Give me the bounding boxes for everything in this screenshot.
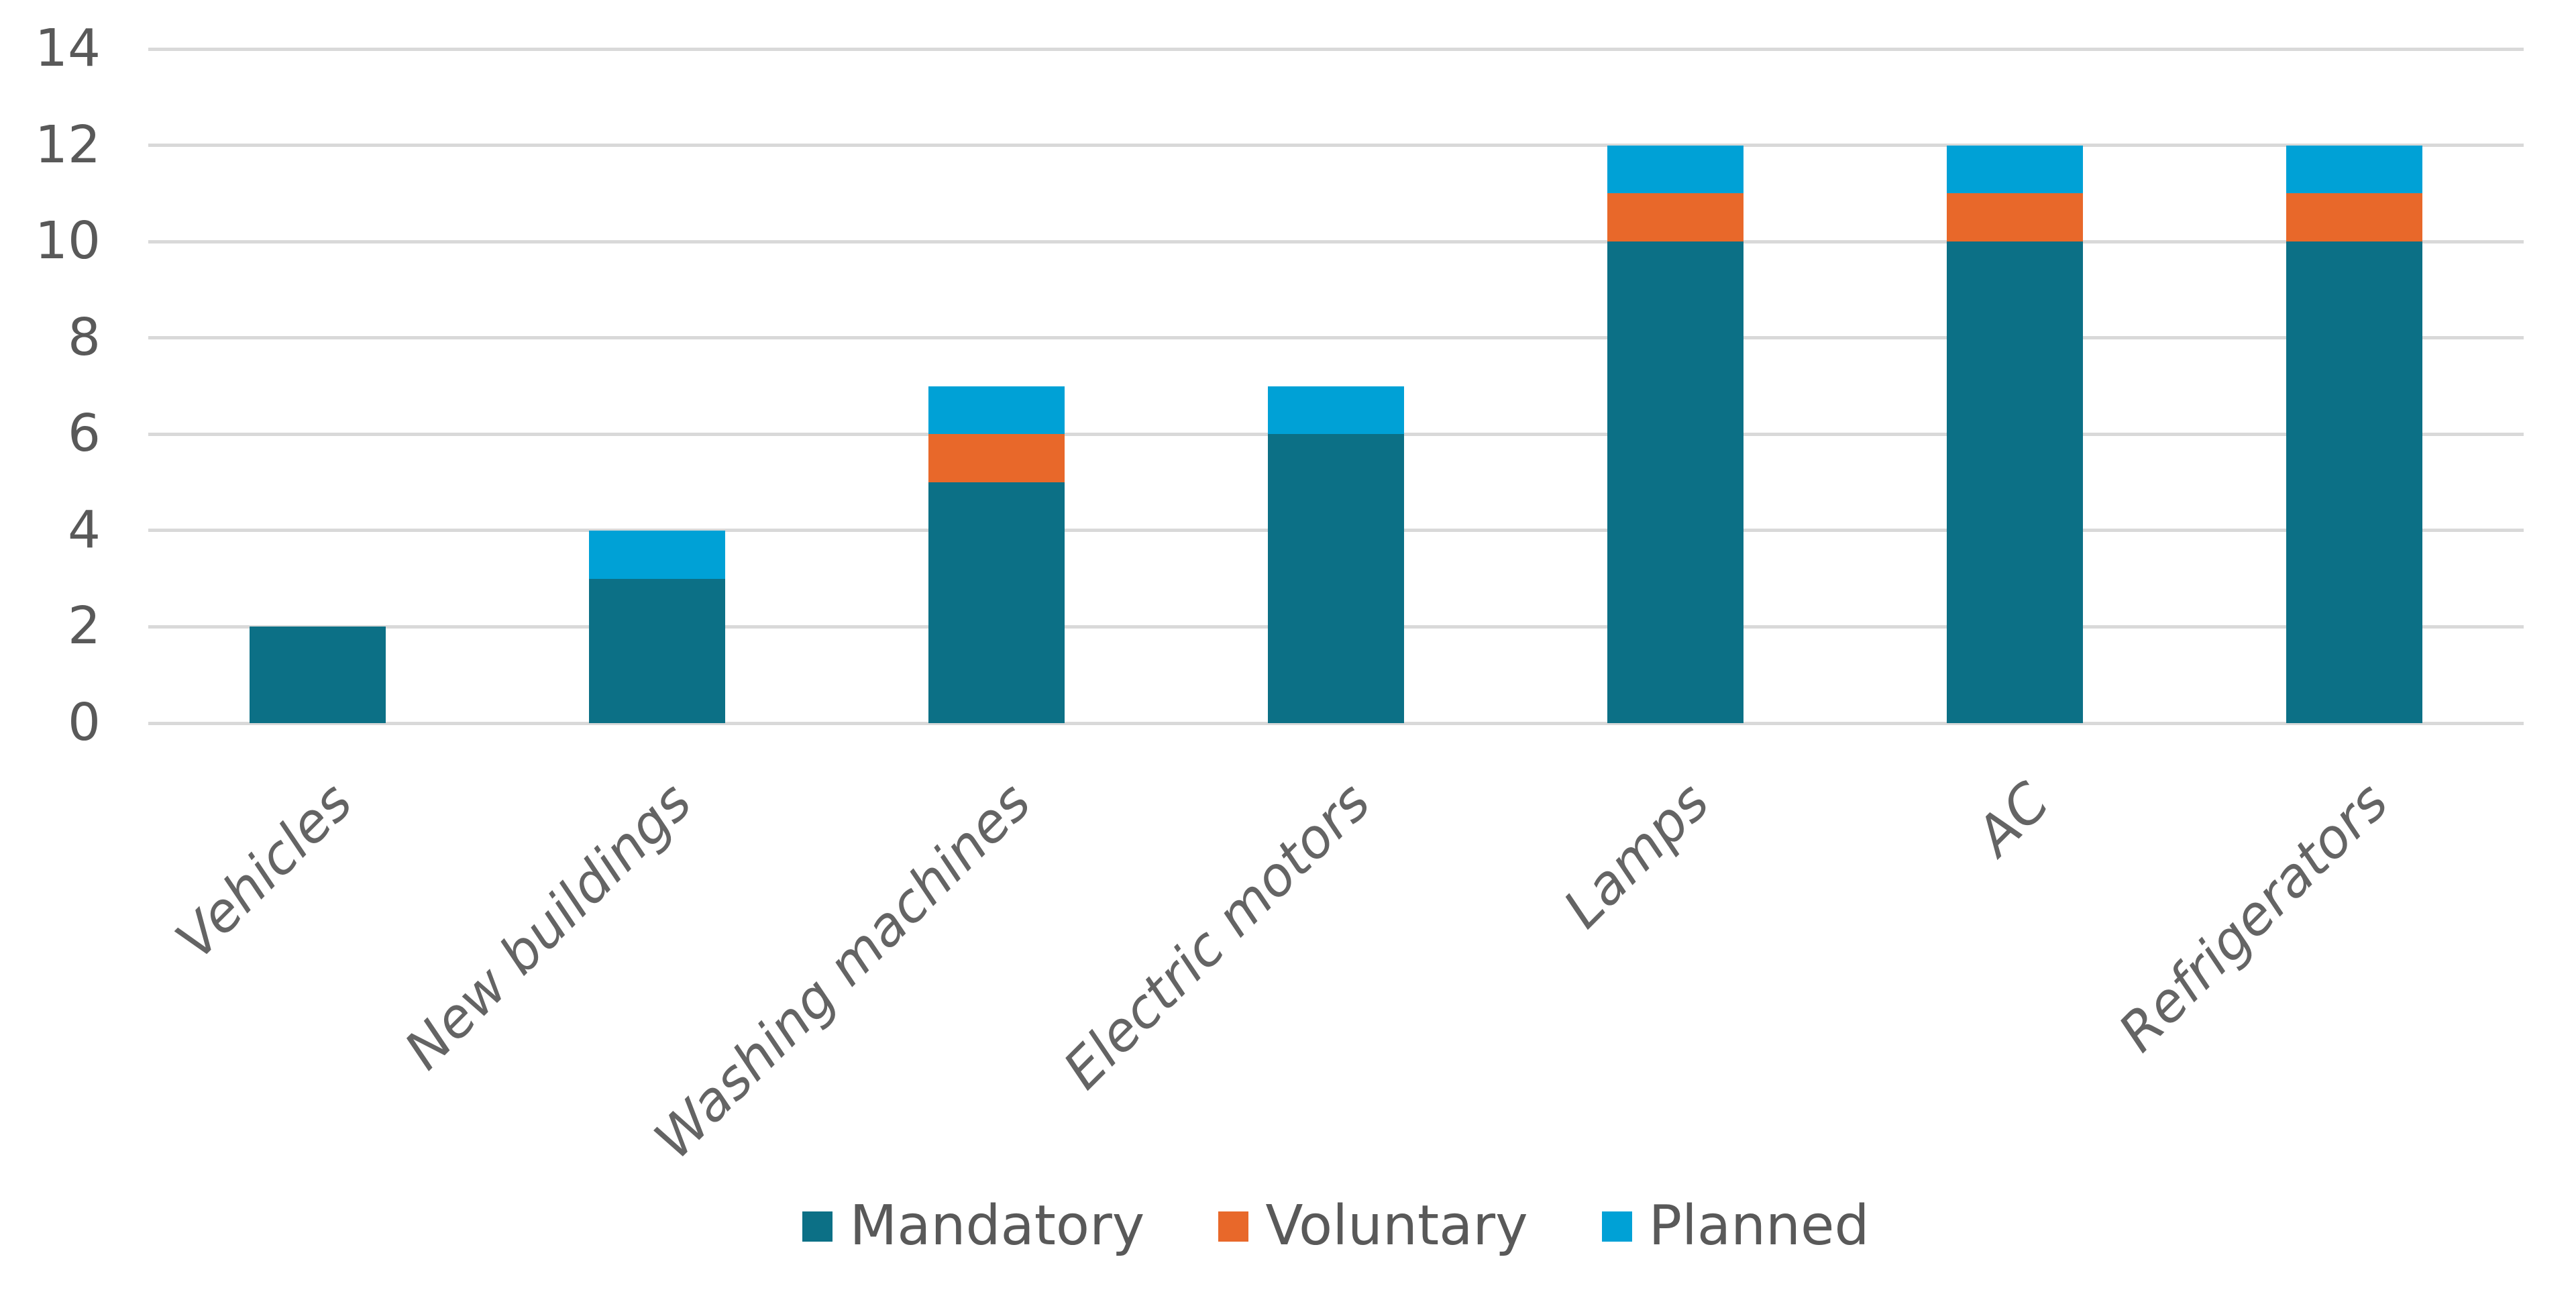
legend-swatch-mandatory	[802, 1211, 833, 1242]
bar-lamps	[1607, 49, 1743, 723]
bar-segment-washing-machines-planned	[928, 386, 1065, 435]
x-label-text-refrigerators: Refrigerators	[2106, 770, 2400, 1064]
bar-refrigerators	[2286, 49, 2422, 723]
x-label-text-ac: AC	[1964, 770, 2061, 867]
gridline-y8	[148, 336, 2524, 340]
gridline-y10	[148, 239, 2524, 243]
bar-segment-refrigerators-mandatory	[2286, 241, 2422, 723]
legend-swatch-planned	[1601, 1211, 1632, 1242]
legend-item-mandatory: Mandatory	[802, 1195, 1144, 1257]
y-tick-label-14: 14	[35, 19, 101, 78]
gridline-y14	[148, 47, 2524, 51]
bar-segment-lamps-mandatory	[1607, 241, 1743, 723]
x-label-text-vehicles: Vehicles	[163, 770, 364, 971]
bar-segment-new-buildings-mandatory	[589, 578, 726, 723]
legend-swatch-voluntary	[1218, 1211, 1249, 1242]
bar-segment-refrigerators-planned	[2286, 145, 2422, 194]
bar-vehicles	[250, 49, 386, 723]
legend: Mandatory Voluntary Planned	[148, 1195, 2524, 1257]
y-tick-label-6: 6	[68, 404, 101, 464]
y-tick-label-12: 12	[35, 115, 101, 175]
y-tick-label-2: 2	[68, 596, 101, 657]
bar-segment-lamps-voluntary	[1607, 193, 1743, 242]
bar-new-buildings	[589, 49, 726, 723]
bar-segment-ac-mandatory	[1946, 241, 2083, 723]
gridline-y12	[148, 144, 2524, 148]
x-label-text-electric-motors: Electric motors	[1051, 770, 1382, 1101]
bar-electric-motors	[1268, 49, 1404, 723]
y-tick-label-0: 0	[68, 693, 101, 753]
x-label-text-new-buildings: New buildings	[392, 770, 704, 1081]
bar-ac	[1946, 49, 2083, 723]
bar-segment-washing-machines-mandatory	[928, 482, 1065, 723]
y-tick-label-10: 10	[35, 211, 101, 272]
bar-washing-machines	[928, 49, 1065, 723]
y-tick-label-8: 8	[68, 307, 101, 368]
bar-segment-refrigerators-voluntary	[2286, 193, 2422, 242]
gridline-y0	[148, 721, 2524, 725]
plot-area	[148, 47, 2524, 725]
bar-segment-electric-motors-mandatory	[1268, 434, 1404, 723]
legend-label-voluntary: Voluntary	[1265, 1194, 1528, 1258]
legend-label-mandatory: Mandatory	[849, 1194, 1145, 1258]
legend-item-planned: Planned	[1601, 1194, 1870, 1258]
y-tick-label-4: 4	[68, 500, 101, 560]
bar-segment-washing-machines-voluntary	[928, 434, 1065, 483]
bar-segment-ac-voluntary	[1946, 193, 2083, 242]
bar-segment-new-buildings-planned	[589, 530, 726, 579]
x-label-text-lamps: Lamps	[1552, 770, 1721, 940]
legend-item-voluntary: Voluntary	[1218, 1194, 1528, 1258]
bar-segment-ac-planned	[1946, 145, 2083, 194]
bar-segment-lamps-planned	[1607, 145, 1743, 194]
x-label-text-washing-machines: Washing machines	[642, 770, 1043, 1171]
bar-segment-vehicles-mandatory	[250, 627, 386, 723]
legend-label-planned: Planned	[1648, 1194, 1870, 1258]
bar-segment-electric-motors-planned	[1268, 386, 1404, 435]
